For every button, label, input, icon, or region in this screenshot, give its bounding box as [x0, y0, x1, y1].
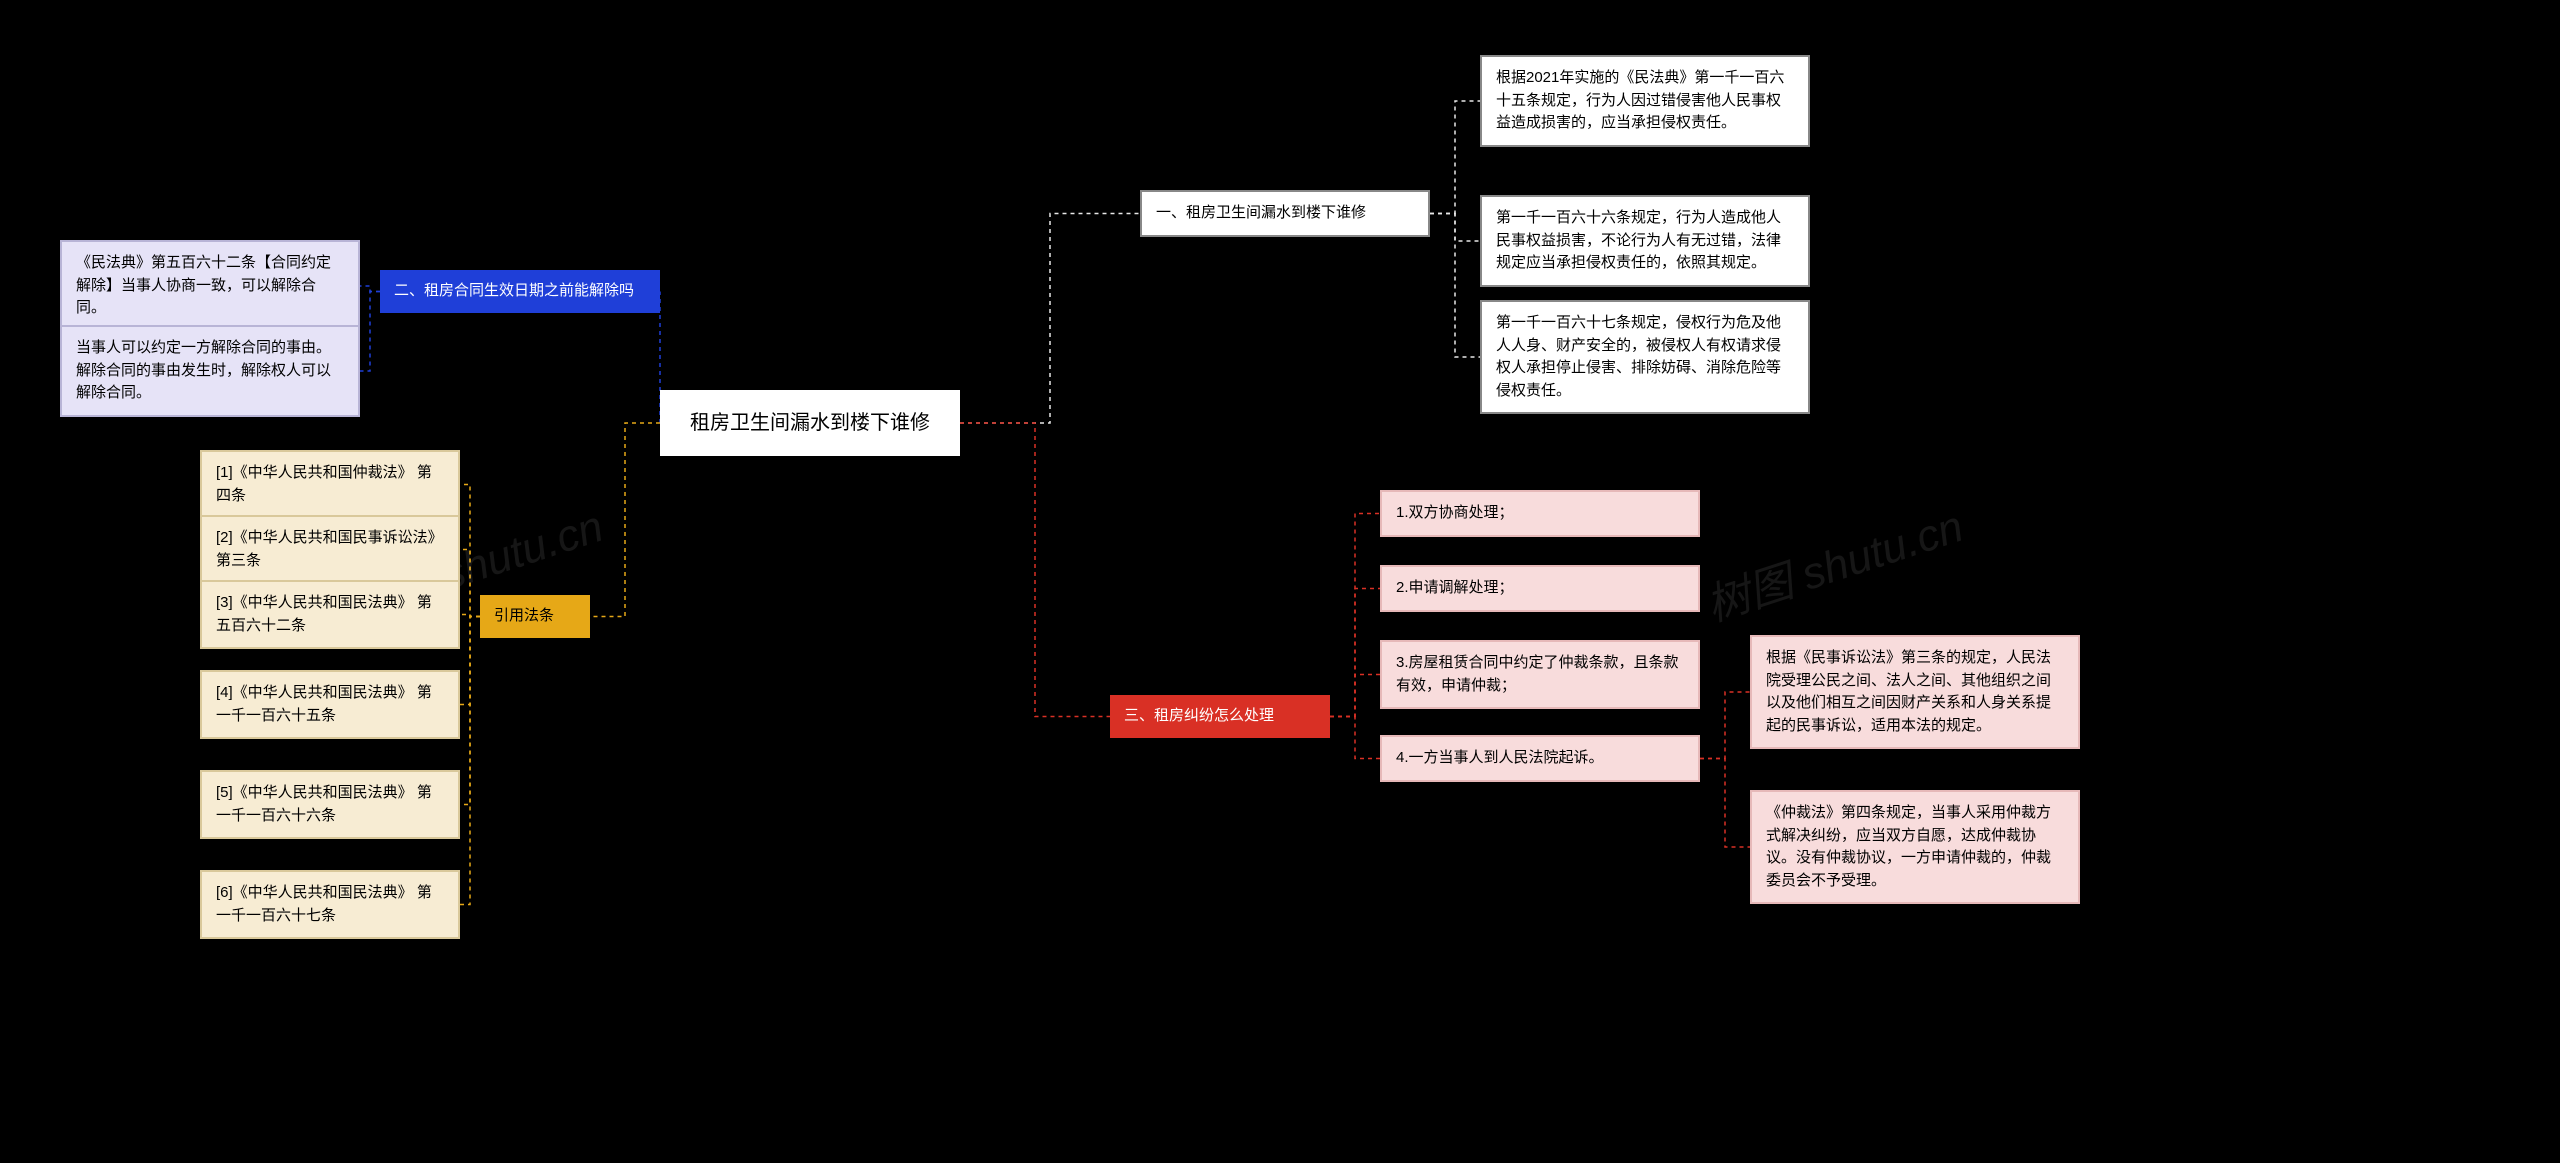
branch-ref-child: [4]《中华人民共和国民法典》 第一千一百六十五条 [200, 670, 460, 739]
branch-1: 一、租房卫生间漏水到楼下谁修 [1140, 190, 1430, 237]
branch-2-child: 当事人可以约定一方解除合同的事由。解除合同的事由发生时，解除权人可以解除合同。 [60, 325, 360, 417]
branch-3-child: 2.申请调解处理； [1380, 565, 1700, 612]
branch-ref-child: [5]《中华人民共和国民法典》 第一千一百六十六条 [200, 770, 460, 839]
branch-2: 二、租房合同生效日期之前能解除吗 [380, 270, 660, 313]
branch-1-child: 第一千一百六十七条规定，侵权行为危及他人人身、财产安全的，被侵权人有权请求侵权人… [1480, 300, 1810, 414]
branch-2-child: 《民法典》第五百六十二条【合同约定解除】当事人协商一致，可以解除合同。 [60, 240, 360, 332]
mindmap-canvas: 树图 shutu.cn 树图 shutu.cn 租房卫生间漏水到楼下谁修 一、租… [0, 0, 2560, 1163]
branch-ref-child: [3]《中华人民共和国民法典》 第五百六十二条 [200, 580, 460, 649]
branch-ref: 引用法条 [480, 595, 590, 638]
branch-3-child: 1.双方协商处理； [1380, 490, 1700, 537]
branch-3-sub: 《仲裁法》第四条规定，当事人采用仲裁方式解决纠纷，应当双方自愿，达成仲裁协议。没… [1750, 790, 2080, 904]
root-node: 租房卫生间漏水到楼下谁修 [660, 390, 960, 456]
branch-ref-child: [2]《中华人民共和国民事诉讼法》 第三条 [200, 515, 460, 584]
branch-ref-child: [1]《中华人民共和国仲裁法》 第四条 [200, 450, 460, 519]
branch-1-child: 根据2021年实施的《民法典》第一千一百六十五条规定，行为人因过错侵害他人民事权… [1480, 55, 1810, 147]
branch-3-child: 4.一方当事人到人民法院起诉。 [1380, 735, 1700, 782]
branch-3-sub: 根据《民事诉讼法》第三条的规定，人民法院受理公民之间、法人之间、其他组织之间以及… [1750, 635, 2080, 749]
branch-3-child: 3.房屋租赁合同中约定了仲裁条款，且条款有效，申请仲裁； [1380, 640, 1700, 709]
branch-1-child: 第一千一百六十六条规定，行为人造成他人民事权益损害，不论行为人有无过错，法律规定… [1480, 195, 1810, 287]
watermark: 树图 shutu.cn [1697, 490, 1970, 633]
branch-ref-child: [6]《中华人民共和国民法典》 第一千一百六十七条 [200, 870, 460, 939]
branch-3: 三、租房纠纷怎么处理 [1110, 695, 1330, 738]
